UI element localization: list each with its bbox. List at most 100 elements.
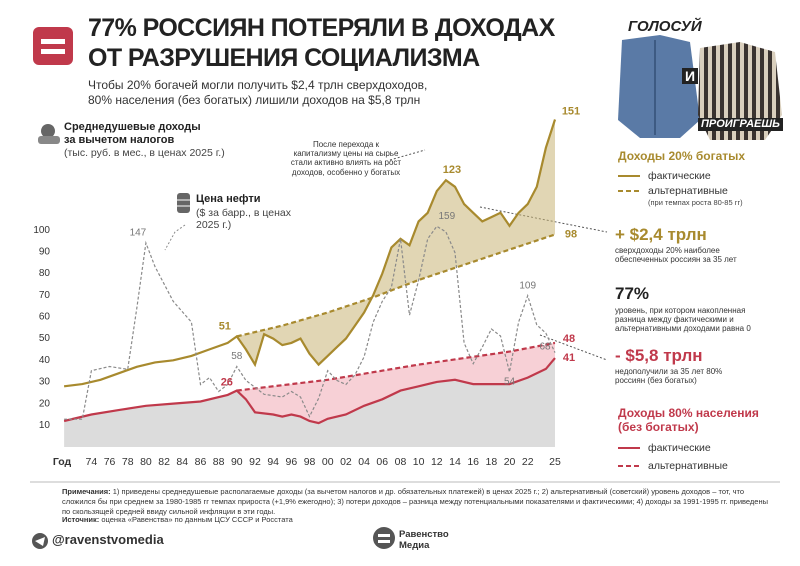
x-tick-label: 74 [86, 456, 98, 468]
gap-area [236, 119, 556, 365]
barrel-icon [177, 193, 190, 213]
subtitle-line: 80% населения (без богатых) лишили доход… [88, 93, 421, 107]
source: Источник: оценка «Равенства» по данным Ц… [62, 515, 293, 525]
y-tick-label: 40 [39, 355, 51, 366]
logo-bar [41, 39, 65, 44]
value-label: 68 [539, 341, 551, 352]
stat-value: - $5,8 трлн [615, 346, 703, 365]
value-label: 58 [231, 351, 243, 362]
x-tick-label: 80 [140, 456, 152, 468]
value-label: 26 [221, 377, 233, 389]
x-tick-label: 22 [522, 456, 534, 468]
stat-text: уровень, при котором накопленная разница… [615, 306, 751, 334]
stat-text: сверхдоходы 20% наиболее обеспеченных ро… [615, 246, 737, 265]
legend-title: Доходы 80% населения (без богатых) [618, 406, 759, 434]
x-tick-label: 92 [249, 456, 261, 468]
x-tick-label: 90 [231, 456, 243, 468]
value-label: 147 [130, 228, 147, 239]
x-tick-label: 82 [158, 456, 170, 468]
x-tick-label: 02 [340, 456, 352, 468]
x-tick-label: 00 [322, 456, 334, 468]
x-tick-label: 98 [304, 456, 316, 468]
oil-note: ($ за барр., в ценах 2025 г.) [196, 207, 291, 232]
x-tick-label: 76 [104, 456, 116, 468]
logo-bar [41, 49, 65, 54]
y-tick-label: 20 [39, 398, 51, 409]
x-tick-label: 08 [395, 456, 407, 468]
x-axis-title: Год [53, 456, 72, 468]
value-label: 48 [563, 333, 575, 345]
legend-label: фактические [648, 170, 711, 182]
poster-text: ГОЛОСУЙ [628, 18, 702, 35]
telegram-glyph [35, 537, 45, 546]
y-tick-label: 60 [39, 312, 51, 323]
source-label: Источник: [62, 515, 100, 524]
value-label: 109 [519, 280, 536, 291]
title-line: ОТ РАЗРУШЕНИЯ СОЦИАЛИЗМА [88, 44, 480, 72]
notes-text: 1) приведены среднедушевые располагаемые… [62, 487, 768, 516]
logo [33, 27, 73, 65]
annotation: После перехода к капитализму цены на сыр… [290, 140, 402, 177]
value-label: 123 [443, 164, 461, 176]
oil-line [64, 225, 556, 420]
poster-text: И [682, 68, 699, 85]
y-tick-label: 10 [39, 420, 51, 431]
y-axis-title: Среднедушевые доходы за вычетом налогов [64, 121, 201, 146]
notes-label: Примечания: [62, 487, 111, 496]
hand-icon [38, 136, 60, 144]
subtitle-line: Чтобы 20% богачей могли получить $2,4 тр… [88, 78, 428, 92]
legend-label: фактические [648, 442, 711, 454]
poster-text: ПРОИГРАЕШЬ [698, 118, 783, 131]
income-line [63, 119, 557, 388]
prison-jacket-image [698, 42, 782, 140]
income-line [236, 341, 556, 392]
legend-label: альтернативные [648, 460, 728, 472]
x-tick-label: 84 [176, 456, 188, 468]
jacket-image [618, 35, 700, 138]
value-label: 159 [438, 211, 455, 222]
x-tick-label: 88 [213, 456, 225, 468]
x-tick-label: 96 [286, 456, 298, 468]
title-line: 77% РОССИЯН ПОТЕРЯЛИ В ДОХОДАХ [88, 14, 555, 42]
x-tick-label: 20 [504, 456, 516, 468]
x-tick-label: 25 [549, 456, 561, 468]
y-tick-label: 70 [39, 290, 51, 301]
x-tick-label: 86 [195, 456, 207, 468]
x-tick-label: 04 [358, 456, 370, 468]
coins-icon [41, 124, 55, 138]
legend-title: Доходы 20% богатых [618, 149, 746, 163]
x-tick-label: 06 [376, 456, 388, 468]
brand-bar [378, 534, 390, 537]
x-tick-label: 12 [431, 456, 443, 468]
oil-title: Цена нефти [196, 193, 261, 205]
y-tick-label: 80 [39, 268, 51, 279]
x-tick-label: 16 [467, 456, 479, 468]
brand-bar [378, 540, 390, 543]
y-tick-label: 50 [39, 333, 51, 344]
value-label: 54 [504, 377, 516, 388]
stat-value: 77% [615, 284, 650, 303]
x-tick-label: 10 [413, 456, 425, 468]
brand-logo [373, 527, 395, 549]
stat-text: недополучили за 35 лет 80% россиян (без … [615, 367, 723, 386]
value-label: 151 [562, 105, 580, 117]
stat-value: + $2,4 трлн [615, 225, 707, 244]
x-tick-label: 18 [486, 456, 498, 468]
x-tick-label: 78 [122, 456, 134, 468]
handle: @ravenstvomedia [52, 532, 164, 547]
legend-note: (при темпах роста 80-85 гг) [648, 198, 743, 207]
notes: Примечания: 1) приведены среднедушевые р… [62, 487, 777, 516]
income-line [63, 357, 556, 425]
x-tick-label: 14 [449, 456, 461, 468]
brand: Равенство Медиа [399, 529, 449, 551]
legend-label: альтернативные [648, 185, 728, 197]
oil-pointer [164, 224, 186, 251]
value-label: 51 [219, 320, 231, 332]
value-label: 41 [563, 352, 575, 364]
source-text: оценка «Равенства» по данным ЦСУ СССР и … [101, 515, 293, 524]
y-axis-note: (тыс. руб. в мес., в ценах 2025 г.) [64, 147, 225, 159]
x-tick-label: 94 [267, 456, 279, 468]
area [64, 358, 555, 447]
